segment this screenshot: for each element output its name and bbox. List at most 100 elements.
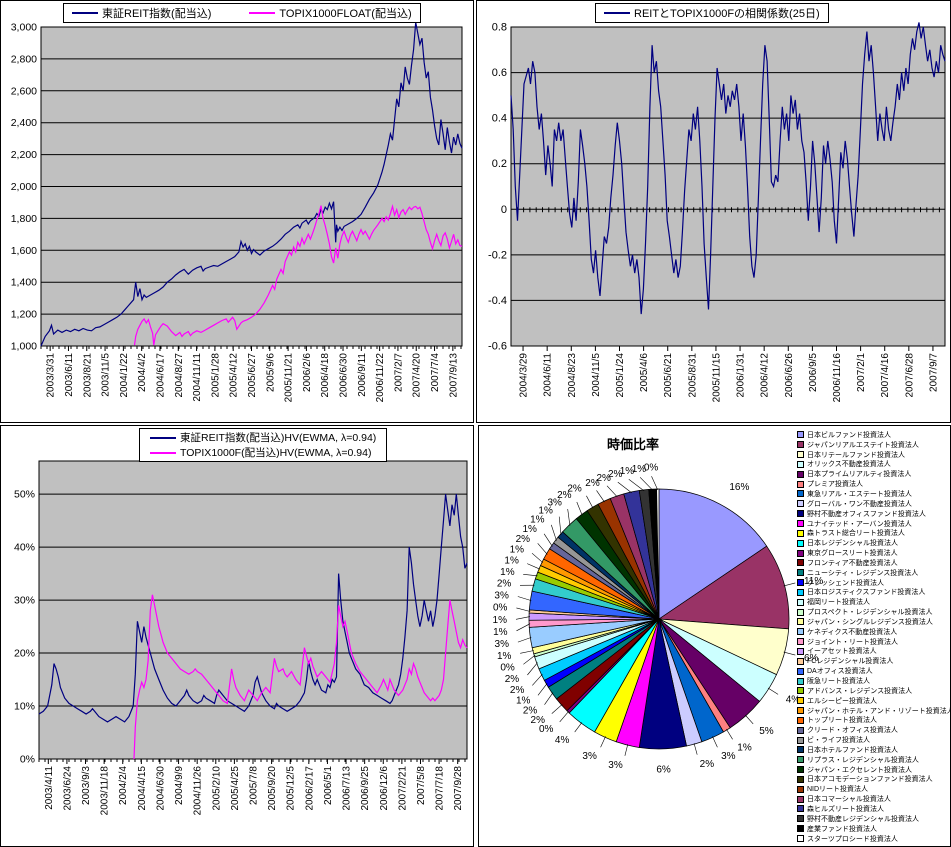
panel-volatility-chart: 東証REIT指数(配当込)HV(EWMA, λ=0.94) TOPIX1000F…	[0, 425, 474, 847]
pie-legend-label: 日本ホテルファンド投資法人	[807, 746, 898, 754]
legend-label-topix-float: TOPIX1000FLOAT(配当込)	[279, 8, 412, 20]
legend-swatch-icon	[797, 480, 804, 488]
pie-legend-label: 日本ロジスティクスファンド投資法人	[807, 589, 926, 597]
market-cap-pie-chart: 16%11%6%4%5%1%3%2%6%3%3%4%0%2%2%1%2%2%0%…	[493, 463, 824, 776]
x-axis-label: 2004/8/27	[174, 353, 185, 398]
y-axis-label: 30%	[14, 595, 35, 607]
pie-slice-label: 1%	[493, 615, 508, 626]
pie-slice-label: 3%	[494, 591, 509, 602]
pie-slice-label: 1%	[632, 464, 647, 475]
reit-hv-line-sample-icon	[150, 436, 176, 439]
x-axis-label: 2006/9/11	[357, 353, 368, 397]
pie-label-leader	[537, 543, 548, 555]
reit-line-sample-icon	[72, 12, 98, 14]
pie-legend-label: 阪急リート投資法人	[807, 678, 870, 686]
pie-label-leader	[523, 654, 536, 665]
pie-slice-label: 1%	[500, 567, 515, 578]
reit-index-plot: 3,000 2,800 2,600 2,400 2,200 2,000 1,800 1,600…	[11, 22, 463, 402]
pie-legend-item-17: 福岡リート投資法人	[797, 597, 950, 607]
plot-area	[510, 26, 946, 347]
pie-legend-item-0: 日本ビルファンド投資法人	[797, 430, 950, 440]
pie-slice-label: 6%	[804, 653, 819, 664]
pie-label-leader	[531, 552, 544, 563]
legend-swatch-icon	[797, 559, 804, 567]
x-axis-label: 2007/4/16	[880, 353, 891, 398]
pie-legend-item-2: 日本リテールファンド投資法人	[797, 450, 950, 460]
pie-legend-label: 森ヒルズリート投資法人	[807, 805, 884, 813]
x-axis-label: 2005/4/12	[229, 353, 240, 398]
pie-legend-label: グローバル・ワン不動産投資法人	[807, 500, 912, 508]
y-axis-label: 1,400	[11, 277, 37, 289]
pie-legend-item-6: 東急リアル・エステート投資法人	[797, 489, 950, 499]
pie-title: 時価比率	[607, 437, 660, 452]
pie-legend-label: ニューシティ・レジデンス投資法人	[807, 569, 919, 577]
y-axis-label: 0.4	[492, 113, 507, 125]
pie-legend: 日本ビルファンド投資法人 ジャパンリアルエステイト投資法人 日本リテールファンド投資…	[797, 430, 950, 843]
legend-label-reit-hv: 東証REIT指数(配当込)HV(EWMA, λ=0.94)	[180, 432, 377, 444]
pie-slice-label: 2%	[608, 469, 623, 480]
pie-legend-label: FCレジデンシャル投資法人	[807, 658, 894, 666]
pie-legend-item-19: ジャパン・シングルレジデンス投資法人	[797, 617, 950, 627]
y-axis-label: 50%	[14, 489, 35, 501]
pie-legend-label: クレッシェンド投資法人	[807, 579, 884, 587]
legend-item-topix-float: TOPIX1000FLOAT(配当込)	[249, 5, 412, 21]
pie-slice-label: 2%	[510, 685, 525, 696]
y-axis-label: 20%	[14, 648, 35, 660]
x-axis-label: 2005/11/15	[711, 353, 722, 403]
panel-reit-index-chart: 東証REIT指数(配当込) TOPIX1000FLOAT(配当込) 3,000 2…	[0, 0, 474, 423]
pie-legend-label: 日本ビルファンド投資法人	[807, 431, 891, 439]
legend-swatch-icon	[797, 490, 804, 498]
y-axis-label: 0.8	[492, 22, 507, 34]
x-axis-label: 2006/5/1	[323, 766, 334, 805]
pie-slice-label: 2%	[567, 484, 582, 495]
x-axis-label: 2007/4/20	[412, 353, 423, 398]
x-axis-label: 2005/2/10	[211, 766, 222, 811]
pie-label-leader	[516, 607, 531, 612]
legend-swatch-icon	[797, 647, 804, 655]
volatility-plot: 50% 40% 30% 20% 10% 0% 2003/4/11 2003/6/24 2003/…	[14, 460, 468, 815]
y-axis-label: 1,000	[11, 341, 37, 353]
pie-legend-item-21: ジョイント・リート投資法人	[797, 637, 950, 647]
y-axis-label: 1,600	[11, 245, 37, 257]
pie-slice-label: 1%	[522, 524, 537, 535]
y-axis-label: 2,400	[11, 117, 37, 129]
legend-swatch-icon	[797, 667, 804, 675]
y-axis-label: 2,800	[11, 53, 37, 65]
pie-label-leader	[600, 736, 606, 748]
pie-label-leader	[744, 714, 754, 725]
pie-slice-label: 3%	[582, 751, 597, 762]
pie-legend-label: 産業ファンド投資法人	[807, 825, 877, 833]
pie-label-leader	[515, 616, 531, 620]
pie-legend-item-14: ニューシティ・レジデンス投資法人	[797, 568, 950, 578]
pie-slice-label: 2%	[516, 534, 531, 545]
legend-swatch-icon	[797, 500, 804, 508]
pie-legend-item-40: 産業ファンド投資法人	[797, 824, 950, 834]
pie-legend-label: 野村不動産レジデンシャル投資法人	[807, 815, 919, 823]
pie-slice-label: 2%	[596, 473, 611, 484]
legend-swatch-icon	[797, 460, 804, 468]
pie-label-leader	[617, 481, 632, 494]
pie-label-leader	[527, 563, 541, 570]
pie-legend-item-16: 日本ロジスティクスファンド投資法人	[797, 588, 950, 598]
legend-swatch-icon	[797, 431, 804, 439]
pie-label-leader	[726, 728, 733, 740]
pie-label-leader	[537, 683, 548, 696]
pie-legend-label: NIDリート投資法人	[807, 786, 869, 794]
legend-swatch-icon	[797, 736, 804, 744]
legend-swatch-icon	[797, 785, 804, 793]
pie-label-leader	[559, 711, 570, 723]
legend-swatch-icon	[797, 628, 804, 636]
x-axis-label: 2006/4/18	[320, 353, 331, 398]
legend-swatch-icon	[797, 638, 804, 646]
x-axis-label: 2005/1/24	[615, 353, 626, 398]
x-axis-label: 2005/9/20	[267, 766, 278, 811]
pie-slice-label: 1%	[620, 466, 635, 477]
pie-legend-item-39: 野村不動産レジデンシャル投資法人	[797, 814, 950, 824]
x-axis-label: 2005/7/8	[249, 766, 260, 805]
legend-swatch-icon	[797, 756, 804, 764]
pie-slice-label: 16%	[729, 482, 749, 493]
legend-swatch-icon	[797, 697, 804, 705]
pie-legend-item-7: グローバル・ワン不動産投資法人	[797, 499, 950, 509]
pie-slice-label: 0%	[644, 463, 659, 474]
pie-legend-item-18: プロスペクト・レジデンシャル投資法人	[797, 607, 950, 617]
